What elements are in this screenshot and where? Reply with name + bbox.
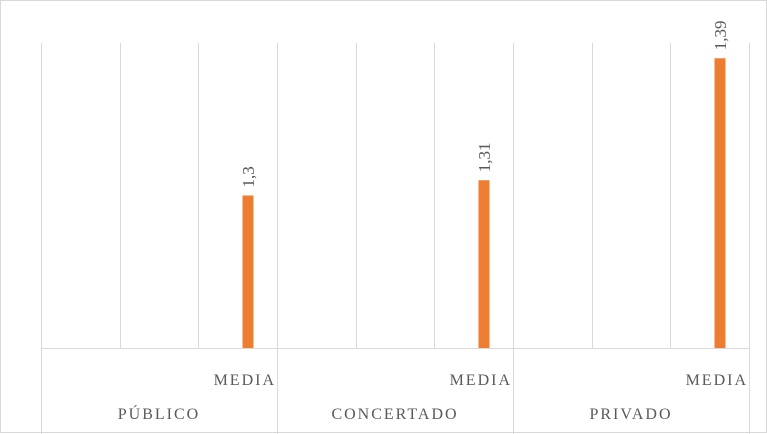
bars: [242, 58, 726, 348]
grid-lines: [41, 43, 750, 348]
sub-category-label: MEDIA: [450, 372, 512, 389]
data-label: 1,31: [475, 143, 494, 173]
data-label: 1,3: [239, 166, 258, 187]
bar: [714, 58, 726, 348]
group-label: CONCERTADO: [331, 406, 458, 423]
bar: [478, 180, 490, 348]
sub-category-label: MEDIA: [214, 372, 276, 389]
data-label: 1,39: [711, 21, 730, 51]
sub-category-label: MEDIA: [686, 372, 748, 389]
category-axis: MEDIA PÚBLICO MEDIA CONCERTADO MEDIA PRIVADO: [41, 348, 750, 434]
group-label: PRIVADO: [589, 406, 672, 423]
group-label: PÚBLICO: [118, 404, 200, 423]
bar: [242, 195, 254, 348]
data-labels: 1,3 1,31 1,39: [239, 21, 730, 188]
